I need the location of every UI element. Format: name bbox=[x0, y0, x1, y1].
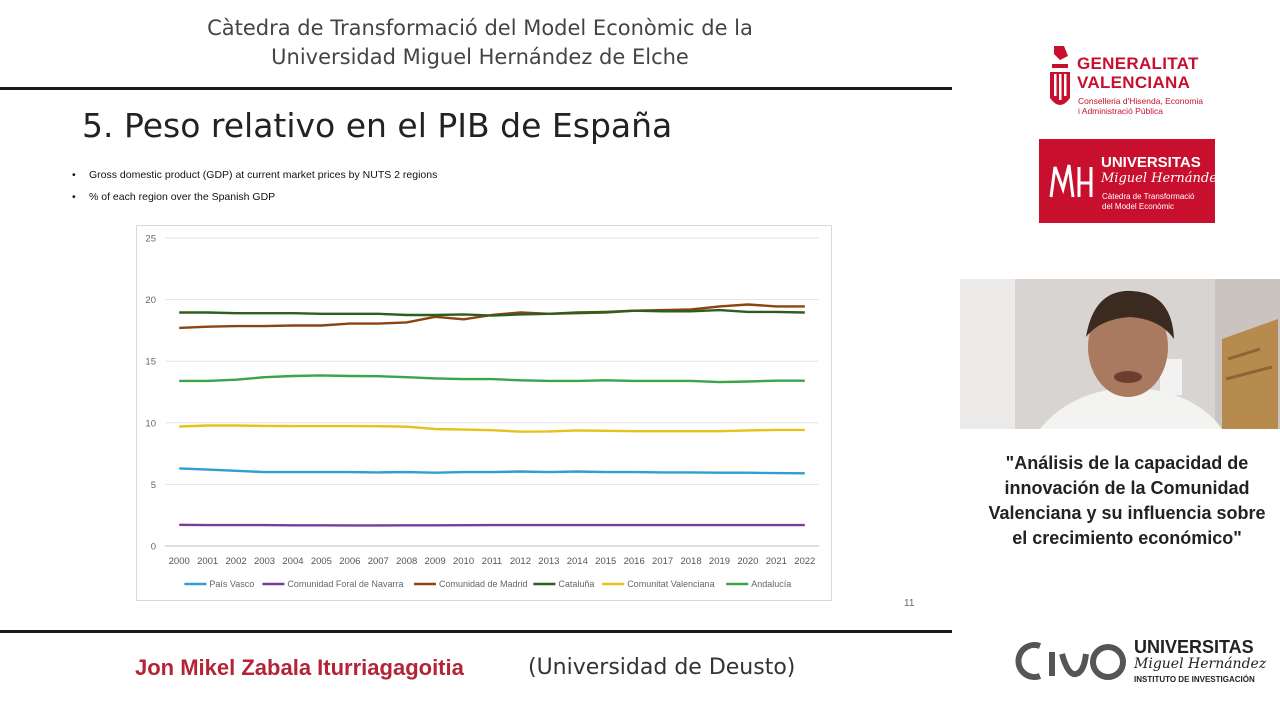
x-tick-label: 2006 bbox=[339, 556, 360, 567]
generalitat-title: GENERALITAT VALENCIANA bbox=[1077, 54, 1199, 92]
series-line bbox=[179, 374, 805, 384]
series-line bbox=[179, 467, 805, 475]
legend-label: Cataluña bbox=[558, 579, 594, 589]
generalitat-logo bbox=[1046, 42, 1216, 118]
header-line-1: Càtedra de Transformació del Model Econò… bbox=[207, 16, 753, 40]
chart-canvas: 0 5 10 15 20 25 2000 2001 2002 2003 2004 2005 2006 20… bbox=[145, 234, 819, 589]
generalitat-sub-line: Conselleria d'Hisenda, Economia bbox=[1078, 96, 1203, 106]
legend-label: País Vasco bbox=[209, 579, 254, 589]
bullet-item: Gross domestic product (GDP) at current … bbox=[72, 164, 437, 186]
x-tick-label: 2000 bbox=[169, 556, 190, 567]
umh-institute-logo-icon bbox=[1015, 642, 1126, 680]
x-tick-label: 2014 bbox=[567, 556, 588, 567]
y-tick-label: 5 bbox=[151, 480, 156, 491]
generalitat-title-line: GENERALITAT bbox=[1077, 54, 1199, 73]
x-tick-label: 2020 bbox=[737, 556, 758, 567]
legend-label: Comunitat Valenciana bbox=[627, 579, 714, 589]
x-tick-label: 2001 bbox=[197, 556, 218, 567]
umh-catedra-logo bbox=[1039, 139, 1215, 223]
umh-sub-line: del Model Econòmic bbox=[1102, 202, 1175, 211]
x-tick-label: 2009 bbox=[425, 556, 446, 567]
series-line bbox=[179, 523, 805, 527]
x-tick-label: 2008 bbox=[396, 556, 417, 567]
x-tick-label: 2012 bbox=[510, 556, 531, 567]
x-tick-label: 2011 bbox=[482, 556, 502, 567]
umh-subtitle: Càtedra de Transformació del Model Econò… bbox=[1102, 192, 1195, 212]
bullet-item: % of each region over the Spanish GDP bbox=[72, 186, 437, 208]
series-line bbox=[179, 424, 805, 433]
series-line bbox=[179, 308, 805, 317]
x-tick-label: 2003 bbox=[254, 556, 275, 567]
x-tick-label: 2007 bbox=[368, 556, 389, 567]
umh-title: UNIVERSITAS bbox=[1101, 154, 1201, 171]
generalitat-emblem-icon bbox=[1050, 46, 1070, 105]
page-number: 11 bbox=[904, 598, 915, 609]
legend-label: Comunidad de Madrid bbox=[439, 579, 528, 589]
x-tick-label: 2013 bbox=[538, 556, 559, 567]
legend-label: Andalucía bbox=[751, 579, 791, 589]
generalitat-title-line: VALENCIANA bbox=[1077, 73, 1191, 92]
footer-divider bbox=[0, 630, 952, 633]
presenter-affiliation: (Universidad de Deusto) bbox=[528, 655, 796, 680]
y-tick-label: 20 bbox=[145, 295, 156, 306]
y-tick-label: 15 bbox=[145, 357, 156, 368]
gdp-line-chart: 0 5 10 15 20 25 2000 2001 2002 2003 2004 2005 2006 20… bbox=[136, 225, 832, 601]
umh-sub-line: Càtedra de Transformació bbox=[1102, 192, 1195, 201]
x-tick-label: 2017 bbox=[652, 556, 673, 567]
institute-subtitle: INSTITUTO DE INVESTIGACIÓN bbox=[1134, 675, 1255, 684]
x-tick-label: 2019 bbox=[709, 556, 730, 567]
bullet-list: Gross domestic product (GDP) at current … bbox=[72, 164, 437, 208]
legend-label: Comunidad Foral de Navarra bbox=[287, 579, 403, 589]
x-tick-label: 2015 bbox=[595, 556, 616, 567]
institute-script: Miguel Hernández bbox=[1134, 656, 1267, 672]
x-tick-label: 2002 bbox=[226, 556, 247, 567]
generalitat-subtitle: Conselleria d'Hisenda, Economia i Admini… bbox=[1078, 96, 1203, 116]
y-tick-label: 10 bbox=[145, 418, 156, 429]
presenter-name: Jon Mikel Zabala Iturriagagoitia bbox=[135, 655, 464, 680]
x-tick-label: 2016 bbox=[624, 556, 645, 567]
slide-title: 5. Peso relativo en el PIB de España bbox=[82, 106, 673, 145]
institute-title: UNIVERSITAS bbox=[1134, 637, 1254, 657]
x-tick-label: 2004 bbox=[282, 556, 303, 567]
umh-monogram-icon bbox=[1049, 164, 1093, 198]
umh-script: Miguel Hernández bbox=[1101, 171, 1224, 186]
header-divider bbox=[0, 87, 952, 90]
y-tick-label: 0 bbox=[151, 542, 156, 553]
slide-header: Càtedra de Transformació del Model Econò… bbox=[110, 14, 850, 72]
talk-title: "Análisis de la capacidad de innovación … bbox=[988, 453, 1266, 548]
y-tick-label: 25 bbox=[145, 234, 156, 245]
x-tick-label: 2021 bbox=[766, 556, 787, 567]
generalitat-sub-line: i Administració Pública bbox=[1078, 106, 1164, 116]
speaker-video-frame bbox=[960, 279, 1280, 429]
x-tick-label: 2010 bbox=[453, 556, 474, 567]
speaker-webcam bbox=[960, 279, 1280, 429]
x-tick-label: 2018 bbox=[680, 556, 701, 567]
x-tick-label: 2022 bbox=[794, 556, 815, 567]
header-line-2: Universidad Miguel Hernández de Elche bbox=[271, 45, 689, 69]
x-tick-label: 2005 bbox=[311, 556, 332, 567]
